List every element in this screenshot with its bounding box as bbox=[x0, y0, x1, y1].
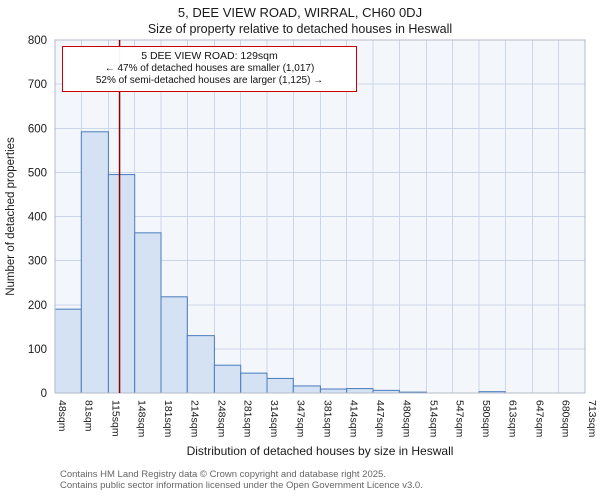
x-tick-label: 281sqm bbox=[242, 400, 254, 438]
y-tick-label: 0 bbox=[41, 388, 47, 400]
histogram-bar bbox=[213, 364, 242, 394]
y-tick-label: 400 bbox=[28, 212, 47, 224]
footer-licence-line: Contains public sector information licen… bbox=[60, 480, 423, 491]
x-tick-label: 381sqm bbox=[321, 400, 333, 438]
y-tick-label: 100 bbox=[28, 344, 47, 356]
y-axis-title: Number of detached properties bbox=[5, 137, 17, 296]
x-tick-label: 115sqm bbox=[109, 400, 121, 437]
x-tick-label: 347sqm bbox=[294, 400, 306, 438]
y-tick-label: 700 bbox=[28, 79, 47, 91]
y-tick-label: 600 bbox=[28, 123, 47, 135]
y-tick-label: 800 bbox=[28, 35, 47, 47]
x-tick-label: 48sqm bbox=[56, 400, 68, 432]
x-tick-label: 514sqm bbox=[427, 400, 439, 438]
annotation-smaller-line: ← 47% of detached houses are smaller (1,… bbox=[104, 63, 315, 74]
histogram-bar bbox=[346, 388, 374, 394]
annotation-property-line: 5 DEE VIEW ROAD: 129sqm bbox=[141, 50, 278, 62]
x-axis-title: Distribution of detached houses by size … bbox=[187, 444, 454, 458]
x-tick-label: 148sqm bbox=[136, 400, 148, 438]
y-tick-label: 200 bbox=[28, 300, 47, 312]
x-tick-label: 248sqm bbox=[215, 400, 227, 438]
histogram-bar bbox=[186, 335, 215, 394]
x-tick-label: 81sqm bbox=[82, 400, 94, 432]
x-tick-label: 613sqm bbox=[506, 400, 518, 438]
footer-copyright-line: Contains HM Land Registry data © Crown c… bbox=[60, 469, 386, 480]
x-tick-label: 580sqm bbox=[480, 400, 492, 438]
page-subtitle: Size of property relative to detached ho… bbox=[147, 22, 453, 36]
annotation-larger-line: 52% of semi-detached houses are larger (… bbox=[95, 75, 324, 86]
histogram-bar bbox=[266, 377, 294, 394]
property-annotation-box: 5 DEE VIEW ROAD: 129sqm ← 47% of detache… bbox=[62, 46, 357, 92]
plot-border bbox=[54, 39, 586, 394]
y-tick-label: 300 bbox=[28, 256, 47, 268]
histogram-bar bbox=[54, 308, 82, 394]
histogram-bar bbox=[134, 232, 162, 394]
x-tick-label: 547sqm bbox=[454, 400, 466, 438]
x-tick-label: 414sqm bbox=[348, 400, 360, 438]
y-tick-label: 500 bbox=[28, 167, 47, 179]
histogram-bar bbox=[319, 388, 348, 394]
x-tick-label: 314sqm bbox=[268, 400, 280, 438]
x-tick-label: 447sqm bbox=[374, 400, 386, 438]
histogram-bar bbox=[240, 372, 268, 394]
histogram-bar bbox=[80, 131, 109, 394]
x-tick-label: 480sqm bbox=[400, 400, 412, 438]
histogram-bar bbox=[292, 385, 321, 394]
x-tick-label: 680sqm bbox=[560, 400, 572, 438]
page-title: 5, DEE VIEW ROAD, WIRRAL, CH60 0DJ bbox=[177, 5, 423, 20]
histogram-bar bbox=[107, 174, 136, 394]
histogram-bar bbox=[160, 296, 188, 394]
x-tick-label: 214sqm bbox=[188, 400, 200, 438]
x-tick-label: 713sqm bbox=[586, 400, 598, 438]
x-tick-label: 181sqm bbox=[162, 400, 174, 438]
x-tick-label: 647sqm bbox=[533, 400, 545, 438]
